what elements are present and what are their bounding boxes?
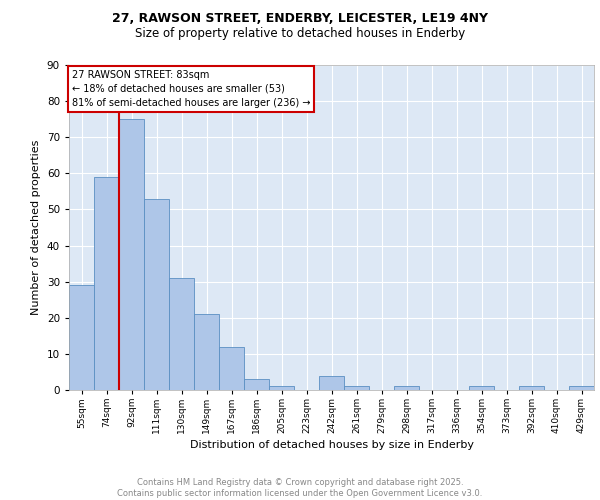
X-axis label: Distribution of detached houses by size in Enderby: Distribution of detached houses by size … [190,440,473,450]
Bar [519,386,544,390]
Bar [219,346,244,390]
Text: 27, RAWSON STREET, ENDERBY, LEICESTER, LE19 4NY: 27, RAWSON STREET, ENDERBY, LEICESTER, L… [112,12,488,26]
Text: 27 RAWSON STREET: 83sqm
← 18% of detached houses are smaller (53)
81% of semi-de: 27 RAWSON STREET: 83sqm ← 18% of detache… [71,70,310,108]
Bar [144,198,169,390]
Bar [69,286,94,390]
Bar [269,386,294,390]
Bar [344,386,369,390]
Text: Size of property relative to detached houses in Enderby: Size of property relative to detached ho… [135,28,465,40]
Bar [469,386,494,390]
Bar [244,379,269,390]
Bar [119,119,144,390]
Bar [319,376,344,390]
Y-axis label: Number of detached properties: Number of detached properties [31,140,41,315]
Bar [394,386,419,390]
Text: Contains HM Land Registry data © Crown copyright and database right 2025.
Contai: Contains HM Land Registry data © Crown c… [118,478,482,498]
Bar [569,386,594,390]
Bar [169,278,194,390]
Bar [94,177,119,390]
Bar [194,314,219,390]
